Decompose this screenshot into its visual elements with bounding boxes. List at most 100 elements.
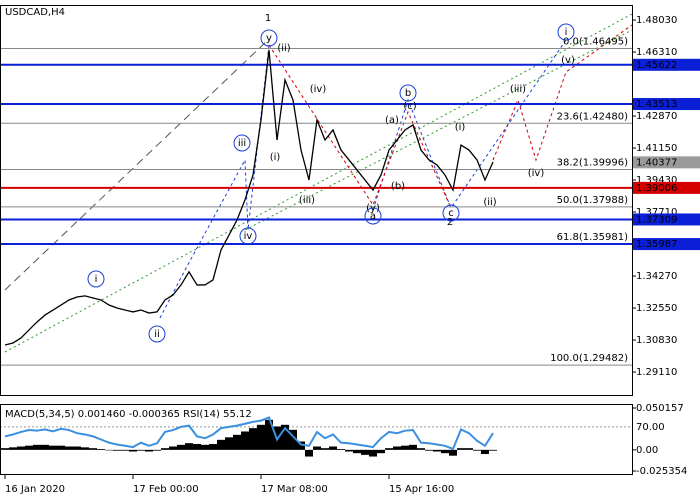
wave-label: a — [370, 211, 376, 222]
wave-label: (ii) — [483, 197, 496, 208]
y-tick-label: 1.41150 — [636, 143, 677, 154]
fib-label: 61.8(1.35981) — [557, 232, 629, 243]
macd-bar — [65, 446, 73, 450]
macd-bar — [449, 449, 457, 456]
macd-bar — [257, 424, 265, 450]
wave-label: y — [266, 33, 272, 44]
macd-bar — [57, 445, 65, 450]
fib-label: 23.6(1.42480) — [557, 111, 629, 122]
fib-label: 38.2(1.39996) — [557, 157, 629, 168]
price-panel: 1.48030 1.46310 1.42870 1.41150 1.39430 1.377… — [0, 13, 700, 378]
wave-label: (c) — [403, 101, 416, 112]
indicator-panel: 0.050157 0.00 -0.025354 70.00 — [0, 403, 687, 477]
macd-bar — [321, 448, 329, 450]
y-tick-label: 1.37710 — [636, 207, 677, 218]
y-tick-label: 1.48030 — [636, 15, 677, 26]
wave-circle — [233, 134, 251, 152]
macd-bar — [473, 449, 481, 451]
macd-bar — [105, 449, 113, 451]
wave-label: (iv) — [310, 84, 327, 95]
macd-bar — [193, 444, 201, 450]
macd-bar — [121, 449, 129, 451]
wave-label: (v) — [561, 55, 575, 66]
macd-bar — [41, 444, 49, 450]
level-label: 1.43513 — [636, 99, 677, 110]
level-box — [633, 238, 700, 251]
channel-line — [4, 39, 269, 291]
level-label: 1.35987 — [636, 239, 677, 250]
y-tick-label: 1.34270 — [636, 271, 677, 282]
wave-label: (ii) — [277, 43, 290, 54]
macd-bar — [169, 446, 177, 450]
macd-bar — [161, 448, 169, 450]
indicator-frame — [0, 404, 633, 475]
macd-bar — [241, 431, 249, 450]
wave-label: i — [95, 274, 98, 285]
rsi-line — [4, 416, 494, 451]
macd-bar — [33, 444, 41, 450]
macd-tick-label: 0.00 — [636, 445, 658, 456]
macd-bar — [49, 445, 57, 450]
level-label: 1.39006 — [636, 183, 677, 194]
macd-bar — [377, 449, 385, 454]
macd-bar — [337, 449, 345, 450]
wave-path — [492, 24, 633, 162]
x-tick-label: 17 Feb 00:00 — [133, 484, 199, 495]
macd-bar — [465, 448, 473, 450]
wave-label: iv — [244, 231, 253, 242]
macd-bar — [265, 419, 273, 450]
macd-bar — [233, 434, 241, 450]
wave-label: (iii) — [299, 195, 315, 206]
y-tick-label: 1.46310 — [636, 47, 677, 58]
macd-bar — [361, 449, 369, 455]
macd-bar — [281, 424, 289, 450]
wave-label: (i) — [270, 152, 281, 163]
wave-label: (a) — [385, 115, 399, 126]
macd-bar — [249, 428, 257, 450]
x-tick-label: 16 Jan 2020 — [5, 484, 65, 495]
x-tick-label: 15 Apr 16:00 — [389, 484, 454, 495]
macd-bar — [329, 446, 337, 450]
macd-bar — [297, 441, 305, 450]
price-line — [4, 49, 494, 346]
fib-label: 0.0(1.46495) — [563, 37, 628, 48]
wave-circle — [87, 270, 105, 288]
rsi-tick-label: 70.00 — [636, 422, 665, 433]
wave-circle — [557, 23, 575, 41]
wave-label: c — [448, 208, 454, 219]
macd-bar — [73, 446, 81, 450]
wave-circle — [148, 325, 166, 343]
macd-bar — [313, 446, 321, 450]
wave-circle — [364, 207, 382, 225]
level-box — [633, 98, 700, 111]
wave-label: (i) — [455, 122, 466, 133]
wave-path — [159, 44, 270, 319]
macd-bar — [385, 448, 393, 450]
wave-circle — [399, 84, 417, 102]
wave-label: 1 — [265, 13, 271, 24]
macd-bar — [25, 445, 33, 450]
wave-label: 2 — [447, 217, 453, 228]
macd-bar — [209, 444, 217, 450]
macd-bar — [9, 447, 17, 450]
level-label: 1.45622 — [636, 60, 677, 71]
macd-bar — [225, 437, 233, 450]
y-tick-label: 1.32550 — [636, 303, 677, 314]
x-tick-label: 17 Mar 08:00 — [261, 484, 328, 495]
level-box — [633, 181, 700, 194]
macd-bar — [97, 449, 105, 450]
macd-bar — [1, 448, 9, 450]
macd-bar — [289, 429, 297, 450]
price-frame — [0, 5, 633, 396]
macd-bar — [441, 449, 449, 454]
chart-title: USDCAD,H4 — [5, 7, 65, 18]
macd-bar — [145, 449, 153, 452]
wave-circle — [260, 29, 278, 47]
indicator-label: MACD(5,34,5) 0.001460 -0.000365 RSI(14) … — [5, 409, 252, 420]
macd-bar — [177, 444, 185, 450]
y-tick-label: 1.42870 — [636, 111, 677, 122]
level-label: 1.37309 — [636, 214, 677, 225]
wave-label: (iv) — [528, 168, 545, 179]
macd-bar — [353, 449, 361, 454]
